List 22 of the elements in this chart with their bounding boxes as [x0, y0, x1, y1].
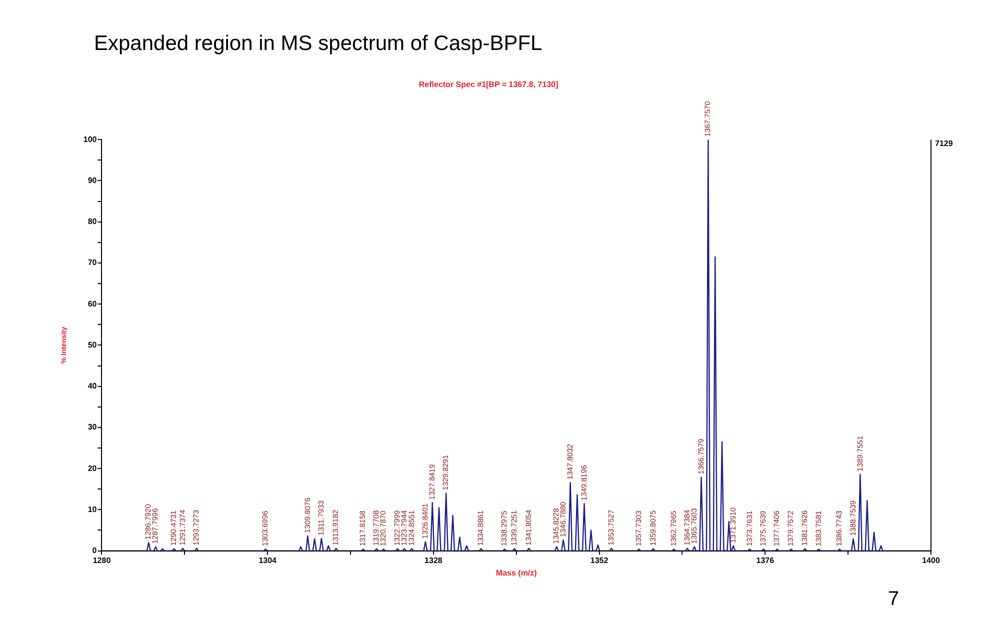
- text: 7129: [935, 138, 954, 148]
- y-tick-label: 0: [92, 546, 98, 556]
- y-tick-label: 40: [88, 382, 98, 391]
- text: 7: [888, 588, 900, 611]
- y-tick-label: 100: [83, 134, 98, 144]
- y-tick-label: 30: [88, 422, 98, 432]
- y-tick-label: 10: [88, 504, 98, 514]
- chart-title: Expanded region in MS spectrum of Casp-BPFL: [94, 32, 542, 56]
- x-axis-title: Mass (m/z): [496, 568, 538, 578]
- x-tick-label: 1400: [922, 556, 940, 565]
- y-tick-label: 20: [88, 464, 98, 473]
- x-tick-label: 1376: [756, 556, 775, 565]
- y-tick-label: 70: [88, 258, 98, 268]
- y-tick-label: 80: [88, 217, 98, 226]
- x-tick-label: 1352: [590, 556, 609, 565]
- y-tick-label: 60: [88, 299, 98, 308]
- x-tick-label: 1304: [258, 556, 278, 565]
- y-tick-label: 90: [88, 176, 98, 185]
- x-tick-label: 1328: [424, 556, 443, 565]
- y-tick-label: 50: [88, 340, 98, 350]
- chart-subtitle: Reflector Spec #1[BP = 1367.8, 7130]: [418, 80, 558, 90]
- x-tick-label: 1280: [92, 556, 112, 565]
